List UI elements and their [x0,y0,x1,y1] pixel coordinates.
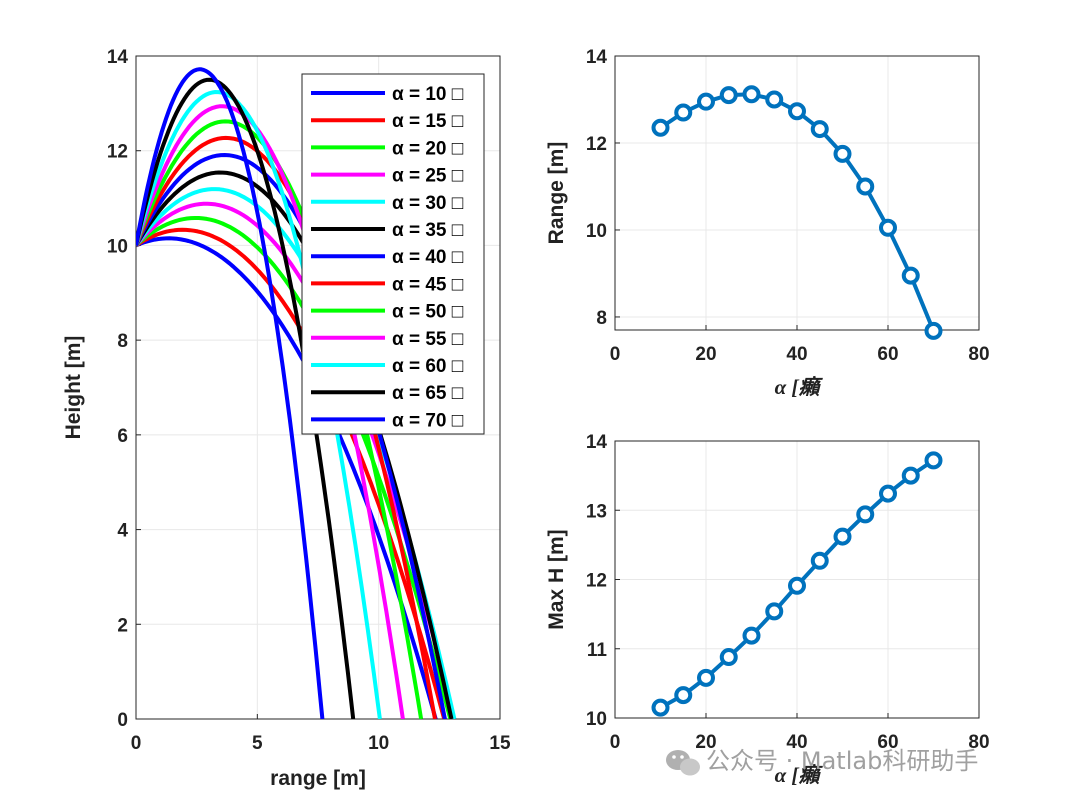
x-tick-label: 40 [786,732,807,753]
trajectory-axes: 0 5 10 15 0 2 4 6 8 10 12 14 range [m] Height [m] α = … [62,47,511,790]
x-tick-label: 80 [968,344,989,365]
y-axis-label: Range [m] [545,142,568,245]
x-axis-label: α [癩 [775,375,824,399]
data-point [833,527,852,546]
x-tick-label: 0 [610,344,621,365]
legend-entry: α = 70 □ [392,410,464,431]
range-axes: 0 20 40 60 80 8 10 12 14 α [癩 Range [m] [545,47,990,399]
x-tick-label: 15 [489,733,511,754]
data-point [651,698,670,717]
x-tick-label: 20 [695,344,716,365]
y-tick-label: 12 [586,134,607,155]
legend-entry: α = 45 □ [392,274,464,295]
x-tick-label: 0 [131,733,142,754]
legend-entry: α = 40 □ [392,247,464,268]
legend-entry: α = 50 □ [392,302,464,323]
data-point [810,120,829,139]
data-point [719,86,738,105]
data-point [765,602,784,621]
data-point [833,144,852,163]
y-axis-label: Max H [m] [545,529,568,629]
data-point [719,648,738,667]
x-tick-label: 0 [610,732,621,753]
legend-box [301,73,485,435]
x-tick-label: 10 [368,733,389,754]
watermark-text: 公众号 · Matlab科研助手 [706,747,978,775]
x-tick-label: 40 [786,344,807,365]
y-axis-label: Height [m] [62,336,85,440]
y-tick-label: 10 [586,221,607,242]
data-point [742,85,761,104]
data-point [788,576,806,595]
legend-entry: α = 60 □ [392,356,464,377]
legend-entry: α = 20 □ [392,138,464,159]
trajectory-line [136,153,447,719]
data-point [674,686,693,705]
data-point [879,484,897,503]
data-point [901,466,920,485]
legend-entry: α = 65 □ [392,383,464,404]
legend-entry: α = 15 □ [392,111,464,132]
y-tick-label: 10 [586,709,607,730]
data-point [924,321,943,340]
axes-box [135,55,501,720]
data-point [651,118,670,137]
legend-entry: α = 25 □ [392,166,464,187]
watermark: 公众号 · Matlab科研助手 [666,747,978,776]
data-point [788,102,806,121]
data-point [697,92,715,111]
max-height-axes: 0 20 40 60 80 10 11 12 13 14 α [癩 Max H [m] [545,432,990,787]
legend-entry: α = 10 □ [392,84,464,105]
y-tick-label: 13 [586,501,607,522]
legend: α = 10 □ α = 15 □ α = 20 □ α = 25 □ α = 30 □… [301,73,485,435]
y-tick-label: 14 [586,47,608,68]
data-point [674,103,693,122]
trajectory-line [136,90,382,719]
y-tick-label: 8 [596,308,607,329]
data-point [765,90,784,109]
data-point [697,668,715,687]
x-tick-label: 60 [877,732,898,753]
trajectory-line [136,77,356,719]
y-tick-label: 6 [117,426,128,447]
y-tick-label: 4 [117,521,128,542]
y-tick-label: 0 [117,710,128,731]
y-tick-label: 12 [586,571,607,592]
y-tick-label: 12 [107,142,128,163]
legend-entry: α = 55 □ [392,329,464,350]
legend-entry: α = 30 □ [392,193,464,214]
x-tick-label: 20 [695,732,716,753]
wechat-icon [666,750,700,776]
trajectory-line [136,227,447,719]
y-tick-label: 10 [107,236,128,257]
data-point [742,626,761,645]
trajectory-line [136,67,325,719]
y-tick-label: 14 [107,47,129,68]
trajectory-curves [136,67,457,719]
y-tick-label: 2 [117,615,128,636]
x-tick-label: 5 [252,733,263,754]
data-point [901,266,920,285]
data-point [879,218,897,237]
data-point [810,551,829,570]
data-point [856,177,875,196]
x-axis-label: α [癩 [775,763,824,787]
x-tick-label: 80 [968,732,989,753]
y-tick-label: 8 [117,331,128,352]
legend-entry: α = 35 □ [392,220,464,241]
x-tick-label: 60 [877,344,898,365]
y-tick-label: 11 [587,640,608,661]
x-axis-label: range [m] [270,767,366,790]
trajectory-line [136,236,438,719]
trajectory-line [136,104,405,719]
data-point [924,451,943,470]
y-tick-label: 14 [586,432,608,453]
data-point [856,505,875,524]
